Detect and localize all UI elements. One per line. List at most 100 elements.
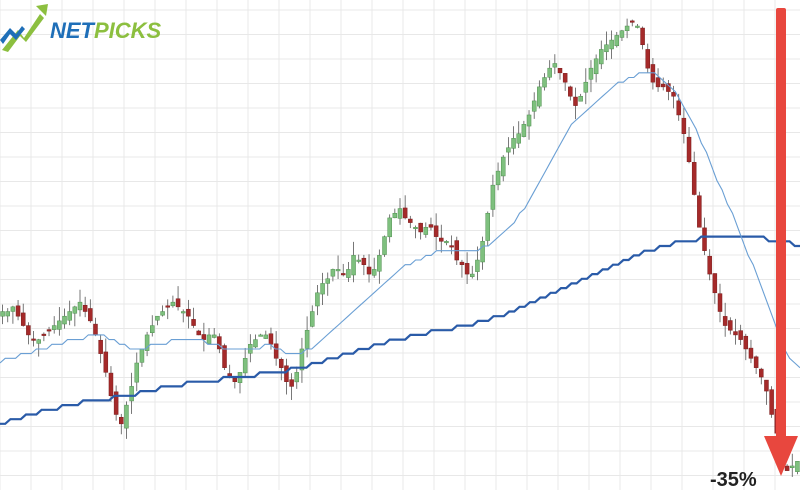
candle-body-up bbox=[62, 315, 67, 325]
candle-body-up bbox=[516, 133, 521, 144]
candle-body-down bbox=[748, 347, 754, 359]
candle-body-down bbox=[93, 323, 98, 336]
candle-body-up bbox=[294, 372, 300, 383]
candle-body-up bbox=[790, 465, 795, 469]
candle-body-up bbox=[485, 212, 490, 241]
candle-body-up bbox=[490, 184, 496, 210]
candle-body-up bbox=[325, 278, 330, 284]
candle-body-down bbox=[645, 49, 650, 69]
candle-body-up bbox=[619, 30, 625, 38]
candle-body-up bbox=[526, 114, 532, 127]
candle-body-up bbox=[304, 329, 310, 349]
candle-body-down bbox=[697, 195, 702, 228]
candle-body-down bbox=[41, 333, 47, 336]
candle-body-down bbox=[103, 351, 109, 373]
candle-body-up bbox=[263, 334, 269, 339]
candle-body-down bbox=[707, 255, 712, 275]
candle-body-down bbox=[433, 225, 439, 237]
candle-body-down bbox=[20, 312, 26, 326]
candle-body-down bbox=[366, 266, 372, 275]
candle-body-up bbox=[588, 67, 594, 80]
candle-body-up bbox=[392, 212, 398, 219]
candle-body-up bbox=[206, 334, 212, 344]
candle-body-up bbox=[10, 306, 16, 312]
candle-body-up bbox=[470, 273, 475, 277]
candle-body-up bbox=[614, 35, 620, 47]
candle-body-down bbox=[46, 329, 52, 332]
candle-body-up bbox=[547, 67, 552, 78]
candle-body-up bbox=[552, 63, 558, 68]
candle-body-down bbox=[449, 245, 454, 248]
candle-body-up bbox=[578, 95, 583, 102]
candle-body-up bbox=[139, 348, 145, 363]
candle-body-down bbox=[428, 224, 434, 228]
candle-body-down bbox=[743, 335, 749, 350]
candle-body-down bbox=[640, 27, 645, 46]
candle-body-up bbox=[180, 311, 186, 314]
candle-body-down bbox=[784, 465, 790, 471]
candle-body-up bbox=[444, 241, 449, 244]
candle-body-up bbox=[413, 227, 418, 230]
candle-body-up bbox=[423, 227, 429, 235]
candle-body-up bbox=[397, 208, 403, 219]
candle-body-down bbox=[686, 136, 692, 163]
candle-body-up bbox=[475, 259, 480, 272]
candle-body-up bbox=[150, 325, 155, 333]
candle-body-down bbox=[119, 416, 124, 425]
candle-body-up bbox=[500, 156, 506, 177]
candle-body-down bbox=[284, 365, 289, 382]
candle-body-up bbox=[72, 306, 78, 314]
candle-body-up bbox=[377, 255, 382, 272]
candle-body-up bbox=[57, 320, 62, 330]
netpicks-logo: NETPICKS bbox=[0, 4, 162, 52]
candle-body-up bbox=[371, 269, 377, 276]
candle-body-down bbox=[15, 305, 21, 317]
candle-body-down bbox=[660, 83, 666, 88]
candle-body-down bbox=[557, 67, 563, 74]
candle-body-down bbox=[439, 237, 444, 242]
candle-body-down bbox=[712, 273, 718, 294]
candle-body-up bbox=[129, 386, 134, 402]
candle-body-up bbox=[330, 269, 336, 277]
candle-body-down bbox=[88, 308, 93, 322]
candle-body-up bbox=[310, 311, 315, 327]
candle-body-down bbox=[655, 77, 661, 88]
candle-body-up bbox=[124, 404, 129, 429]
candle-body-up bbox=[609, 39, 614, 50]
candle-body-up bbox=[583, 81, 589, 93]
candle-body-up bbox=[242, 358, 248, 374]
candle-body-up bbox=[144, 334, 150, 351]
candle-body-up bbox=[604, 44, 609, 53]
candle-body-up bbox=[258, 334, 263, 337]
candle-body-up bbox=[521, 124, 527, 137]
candle-body-up bbox=[77, 301, 83, 311]
candle-body-down bbox=[562, 73, 568, 83]
candle-body-up bbox=[253, 339, 258, 348]
candle-body-down bbox=[232, 377, 238, 382]
drop-arrow bbox=[764, 8, 798, 476]
candles bbox=[0, 18, 800, 477]
candle-body-down bbox=[676, 100, 681, 116]
candle-body-up bbox=[495, 170, 501, 186]
candle-body-down bbox=[759, 368, 764, 378]
candle-body-down bbox=[464, 263, 470, 275]
candle-body-up bbox=[315, 292, 320, 307]
candle-body-down bbox=[26, 325, 31, 336]
candle-body-up bbox=[795, 461, 800, 472]
candle-body-down bbox=[186, 308, 191, 317]
candle-body-up bbox=[599, 49, 604, 65]
candle-body-down bbox=[418, 222, 423, 233]
logo-text: NETPICKS bbox=[50, 18, 162, 43]
candle-body-down bbox=[722, 316, 728, 326]
candle-body-down bbox=[273, 343, 279, 359]
candle-body-up bbox=[36, 339, 41, 344]
candle-body-down bbox=[108, 372, 114, 397]
candle-body-down bbox=[568, 86, 573, 97]
candle-body-up bbox=[480, 241, 485, 263]
candle-body-down bbox=[175, 298, 181, 308]
candle-body-up bbox=[351, 255, 356, 276]
candle-body-down bbox=[573, 96, 578, 106]
candle-body-up bbox=[335, 269, 341, 272]
candle-body-up bbox=[160, 311, 165, 316]
candle-body-up bbox=[211, 334, 217, 338]
